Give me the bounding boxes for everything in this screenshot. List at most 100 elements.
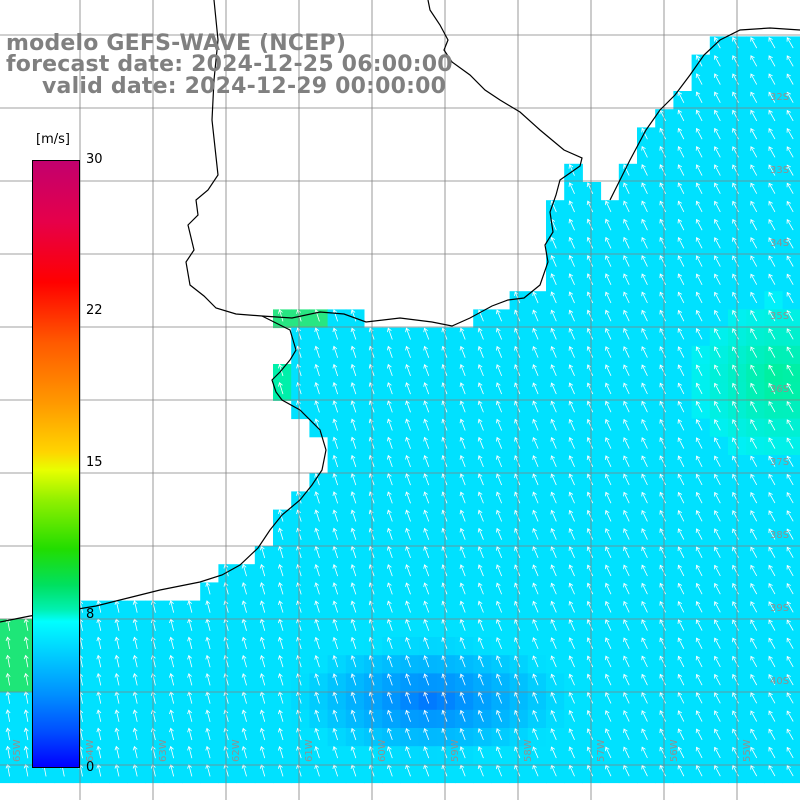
wind-arrow [714,328,721,340]
wind-arrow-head [405,509,410,515]
wind-arrow [768,547,776,558]
wind-arrow [478,437,484,449]
wind-arrow [496,492,503,504]
wind-arrow-head [405,673,410,679]
wind-arrow-head [477,436,483,442]
wind-arrow-head [332,327,338,333]
wind-arrow [315,564,320,577]
wind-arrow [551,291,557,304]
wind-arrow [532,710,539,722]
wind-arrow-head [659,600,664,606]
wind-arrow [623,419,630,431]
wind-arrow-head [314,746,320,751]
wind-arrow-head [659,619,664,624]
wind-arrow-head [296,727,301,733]
wind-arrow [460,655,466,668]
wind-arrow [678,710,685,722]
wind-arrow-head [550,364,556,369]
wind-arrow-head [695,382,701,388]
wind-arrow [750,164,758,176]
wind-arrow-head [495,564,501,569]
wind-arrow-head [386,746,392,751]
wind-arrow-head [568,273,574,278]
wind-arrow-head [786,437,791,443]
wind-arrow [714,674,721,686]
wind-arrow [170,691,175,704]
wind-arrow [732,710,739,722]
wind-arrow [514,346,521,358]
wind-arrow [242,673,247,686]
wind-arrow [387,455,393,468]
wind-arrow-head [350,673,356,678]
wind-arrow-head [350,436,356,442]
wind-arrow [641,273,648,285]
wind-arrow [768,292,776,304]
wind-arrow-head [514,546,519,551]
wind-arrow [569,564,575,577]
wind-arrow [460,400,466,413]
wind-arrow [641,546,648,558]
wind-arrow [786,528,794,540]
wind-arrow [587,583,594,595]
wind-arrow-head [641,637,646,643]
wind-arrow [242,764,247,777]
wind-arrow-head [532,345,537,351]
wind-arrow [696,255,703,267]
wind-arrow [351,637,357,650]
wind-arrow [387,328,393,340]
wind-arrow [732,73,739,85]
wind-arrow [496,510,503,522]
wind-arrow-head [623,218,628,224]
wind-arrow [605,200,612,213]
wind-arrow-head [732,36,737,42]
wind-arrow [732,692,739,704]
wind-arrow [768,583,776,595]
wind-arrow [514,728,521,741]
wind-arrow [532,328,539,340]
wind-arrow-head [514,655,519,661]
wind-arrow [478,473,484,486]
wind-arrow [587,382,594,395]
wind-arrow-head [386,327,392,333]
wind-arrow-head [713,36,719,42]
wind-arrow-head [732,73,737,79]
wind-arrow-head [786,546,791,552]
wind-arrow-head [732,455,737,461]
wind-arrow [714,565,721,577]
wind-arrow [351,382,357,395]
wind-arrow [605,601,612,613]
wind-arrow-head [332,382,338,387]
wind-arrow [496,637,503,650]
wind-arrow [279,546,284,559]
wind-arrow-head [568,691,574,697]
wind-arrow-head [623,382,628,388]
wind-arrow-head [641,327,646,333]
wind-arrow [387,619,393,631]
longitude-label: 65W [12,739,23,762]
wind-arrow-head [659,637,664,643]
wind-cell [782,473,800,492]
wind-arrow [315,491,320,504]
wind-arrow-head [332,600,338,606]
wind-arrow-head [459,546,465,551]
wind-arrow-head [350,382,356,387]
wind-arrow-head [423,363,428,369]
wind-arrow-head [314,582,320,587]
wind-arrow-head [459,400,465,406]
wind-arrow [496,401,503,413]
wind-arrow [532,382,539,395]
wind-arrow [659,510,667,522]
wind-arrow-head [550,345,556,351]
wind-arrow [569,237,575,249]
wind-arrow-head [296,600,301,606]
wind-arrow [351,328,357,340]
wind-arrow [460,637,466,650]
wind-arrow [569,164,575,176]
wind-arrow [714,401,721,413]
wind-arrow-head [641,582,646,588]
wind-arrow-head [96,636,102,642]
wind-arrow-head [477,382,483,387]
wind-arrow [659,128,667,140]
wind-arrow-head [750,673,755,679]
wind-arrow-head [713,582,719,588]
